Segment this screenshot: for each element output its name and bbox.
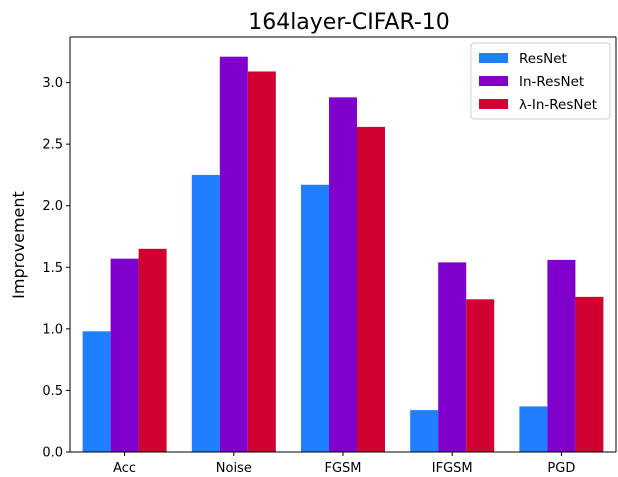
bar-ifgsm--in-resnet: [466, 299, 495, 452]
plot-area: 0.0 0.5 1.0 1.5 2.0 2.5 3.0 Acc Noise FGSM IFGSM PG…: [42, 36, 617, 476]
chart-title: 164layer-CIFAR-10: [248, 10, 450, 35]
y-tick-label: 1.5: [42, 261, 63, 276]
bar-noise--in-resnet: [247, 71, 276, 452]
x-tick-label: Noise: [216, 461, 252, 476]
x-tick-label: Acc: [113, 461, 136, 476]
y-tick-label: 3.0: [42, 76, 63, 91]
bar-fgsm--in-resnet: [357, 126, 385, 453]
bar-fgsm-in-resnet: [329, 97, 357, 452]
bar-acc--in-resnet: [138, 248, 167, 452]
bar-fgsm-resnet: [301, 184, 329, 452]
bar-pgd--in-resnet: [575, 296, 604, 452]
legend: ResNet In-ResNet λ-In-ResNet: [470, 42, 611, 120]
legend-swatch: [479, 53, 508, 63]
bar-ifgsm-resnet: [410, 410, 439, 452]
legend-label: λ-In-ResNet: [519, 97, 597, 113]
x-tick-label: FGSM: [324, 461, 361, 476]
legend-label: In-ResNet: [519, 74, 584, 90]
y-tick-label: 2.5: [42, 138, 63, 153]
y-tick-label: 0.0: [42, 446, 63, 461]
legend-swatch: [479, 99, 508, 109]
y-axis-label: Improvement: [9, 191, 28, 299]
y-tick-label: 2.0: [42, 199, 63, 214]
legend-label: ResNet: [519, 51, 567, 67]
bar-pgd-resnet: [519, 406, 548, 452]
legend-swatch: [479, 76, 508, 86]
bar-acc-resnet: [82, 331, 111, 452]
x-tick-label: PGD: [547, 461, 575, 476]
x-tick-label: IFGSM: [432, 461, 473, 476]
bar-noise-resnet: [191, 174, 220, 453]
bar-noise-in-resnet: [219, 56, 248, 452]
y-tick-label: 0.5: [42, 384, 63, 399]
bar-pgd-in-resnet: [547, 259, 576, 452]
bar-acc-in-resnet: [110, 258, 139, 452]
bar-ifgsm-in-resnet: [438, 262, 467, 452]
y-tick-label: 1.0: [42, 322, 63, 337]
